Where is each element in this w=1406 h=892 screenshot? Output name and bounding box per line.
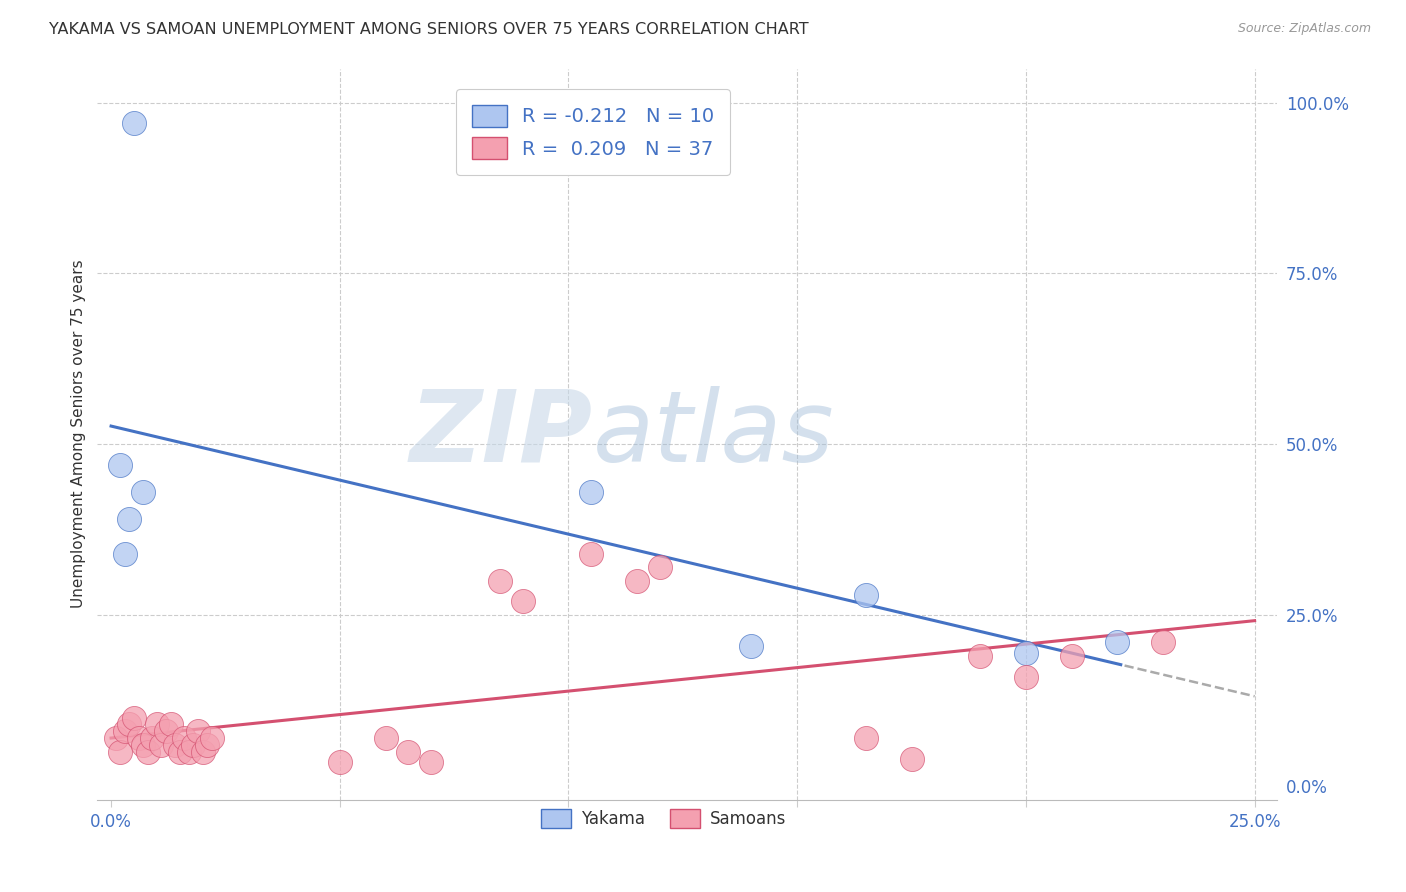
Point [1152, 635, 1174, 649]
Point [146, 717, 169, 731]
Point [183, 738, 205, 752]
Point [855, 588, 877, 602]
Point [626, 574, 648, 588]
Point [173, 731, 195, 745]
Point [1015, 669, 1038, 683]
Point [114, 547, 136, 561]
Point [118, 512, 141, 526]
Point [648, 560, 671, 574]
Y-axis label: Unemployment Among Seniors over 75 years: Unemployment Among Seniors over 75 years [72, 260, 86, 608]
Point [177, 745, 200, 759]
Point [1015, 646, 1038, 660]
Point [150, 738, 173, 752]
Point [855, 731, 877, 745]
Point [187, 724, 209, 739]
Point [122, 710, 145, 724]
Point [1060, 648, 1083, 663]
Point [165, 738, 187, 752]
Point [195, 738, 218, 752]
Point [581, 485, 603, 500]
Text: Source: ZipAtlas.com: Source: ZipAtlas.com [1237, 22, 1371, 36]
Point [169, 745, 191, 759]
Point [141, 731, 163, 745]
Point [740, 639, 762, 653]
Point [132, 485, 155, 500]
Point [969, 648, 991, 663]
Text: ZIP: ZIP [411, 385, 593, 483]
Point [118, 717, 141, 731]
Point [110, 745, 132, 759]
Point [159, 717, 181, 731]
Point [136, 745, 159, 759]
Point [581, 547, 603, 561]
Legend: Yakama, Samoans: Yakama, Samoans [534, 803, 793, 835]
Point [489, 574, 512, 588]
Point [374, 731, 396, 745]
Point [329, 755, 352, 769]
Text: YAKAMA VS SAMOAN UNEMPLOYMENT AMONG SENIORS OVER 75 YEARS CORRELATION CHART: YAKAMA VS SAMOAN UNEMPLOYMENT AMONG SENI… [49, 22, 808, 37]
Point [420, 755, 443, 769]
Point [122, 116, 145, 130]
Text: atlas: atlas [593, 385, 835, 483]
Point [396, 745, 419, 759]
Point [128, 731, 150, 745]
Point [191, 745, 214, 759]
Point [1107, 635, 1129, 649]
Point [110, 458, 132, 472]
Point [201, 731, 224, 745]
Point [132, 738, 155, 752]
Point [155, 724, 177, 739]
Point [512, 594, 534, 608]
Point [104, 731, 127, 745]
Point [114, 724, 136, 739]
Point [900, 751, 922, 765]
